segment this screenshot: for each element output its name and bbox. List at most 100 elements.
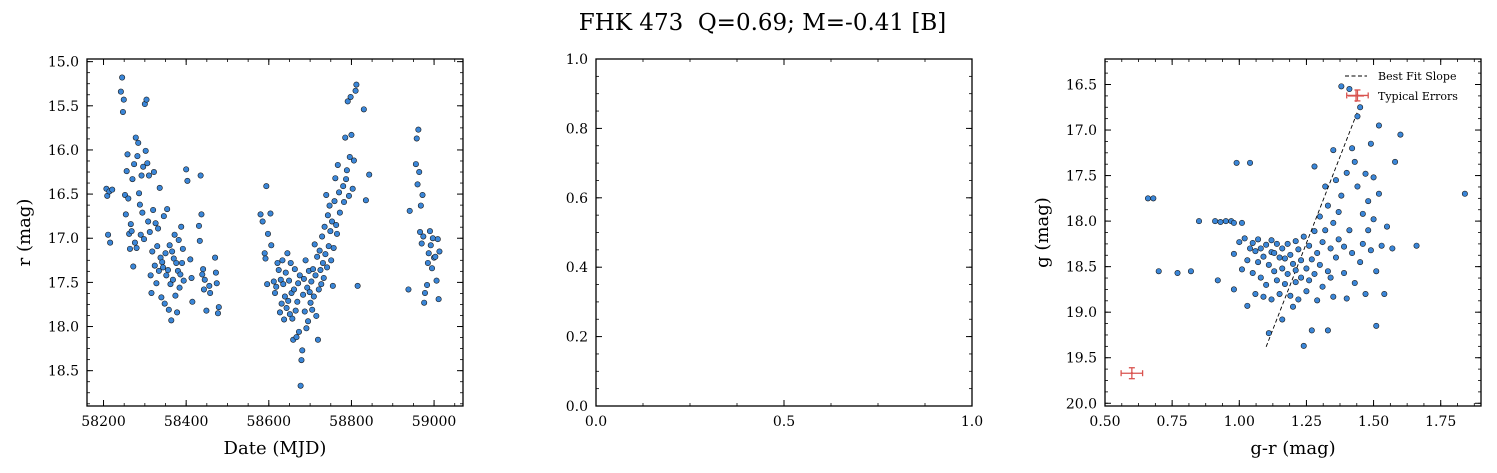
data-point <box>296 272 303 279</box>
data-point <box>1359 210 1366 217</box>
data-point <box>196 237 203 244</box>
data-point <box>303 325 310 332</box>
data-point <box>187 256 194 263</box>
x-tick-label: 58200 <box>81 414 126 430</box>
data-point <box>416 169 423 176</box>
data-point <box>284 250 291 257</box>
data-point <box>1230 286 1237 293</box>
data-point <box>331 198 338 205</box>
data-point <box>120 96 127 103</box>
data-point <box>143 96 150 103</box>
data-point <box>1284 240 1291 247</box>
data-point <box>145 218 152 225</box>
data-point <box>154 243 161 250</box>
data-point <box>145 172 152 179</box>
data-point <box>1357 259 1364 266</box>
data-point <box>436 248 443 255</box>
data-point <box>1249 239 1256 246</box>
data-point <box>332 175 339 182</box>
y-tick-label: 15.5 <box>48 99 79 115</box>
data-point <box>1362 170 1369 177</box>
data-point <box>429 265 436 272</box>
data-point <box>1284 270 1291 277</box>
data-point <box>1308 256 1315 263</box>
data-point <box>215 304 222 311</box>
data-point <box>189 298 196 305</box>
data-point <box>1268 296 1275 303</box>
data-point <box>200 266 207 273</box>
data-point <box>179 259 186 266</box>
data-point <box>320 274 327 281</box>
data-point <box>1281 280 1288 287</box>
data-point <box>316 247 323 254</box>
data-point <box>1373 322 1380 329</box>
data-point <box>155 225 162 232</box>
data-point <box>417 229 424 236</box>
data-point <box>412 161 419 168</box>
data-point <box>160 264 167 271</box>
data-point <box>1247 159 1254 166</box>
y-tick-label: 1.0 <box>566 52 588 68</box>
data-point <box>1281 255 1288 262</box>
data-point <box>310 266 317 273</box>
y-tick-label: 20.0 <box>1066 396 1097 412</box>
x-tick-label: 59000 <box>412 414 457 430</box>
data-point <box>164 267 171 274</box>
data-point <box>340 183 347 190</box>
data-point <box>317 267 324 274</box>
y-tick-label: 0.2 <box>566 330 588 346</box>
data-point <box>274 259 281 266</box>
data-point <box>354 282 361 289</box>
data-point <box>326 202 333 209</box>
data-point <box>429 235 436 242</box>
data-point <box>280 281 287 288</box>
data-point <box>147 272 154 279</box>
data-point <box>126 245 133 252</box>
x-axis-label: g-r (mag) <box>1250 438 1335 459</box>
data-point <box>214 310 221 317</box>
data-point <box>366 171 373 178</box>
data-point <box>1268 237 1275 244</box>
data-point <box>434 236 441 243</box>
data-point <box>342 134 349 141</box>
data-point <box>334 161 341 168</box>
data-point <box>169 276 176 283</box>
data-point <box>1230 219 1237 226</box>
data-point <box>1397 131 1404 138</box>
best-fit-line <box>1265 111 1358 347</box>
data-point <box>1381 290 1388 297</box>
data-point <box>203 307 210 314</box>
data-point <box>419 191 426 198</box>
data-point <box>292 307 299 314</box>
data-point <box>128 228 135 235</box>
data-point <box>184 177 191 184</box>
data-point <box>155 267 162 274</box>
data-point <box>161 300 168 307</box>
y-tick-label: 17.5 <box>48 275 79 291</box>
data-point <box>1324 268 1331 275</box>
x-tick-label: 0.5 <box>773 414 795 430</box>
data-point <box>105 231 112 238</box>
data-point <box>188 274 195 281</box>
data-point <box>1413 242 1420 249</box>
data-point <box>1389 245 1396 252</box>
data-point <box>1303 288 1310 295</box>
data-point <box>300 275 307 282</box>
data-point <box>122 211 129 218</box>
data-point <box>1279 245 1286 252</box>
data-point <box>1244 257 1251 264</box>
data-point <box>314 253 321 260</box>
data-point <box>1384 223 1391 230</box>
data-point <box>341 199 348 206</box>
data-point <box>1314 297 1321 304</box>
data-point <box>343 167 350 174</box>
data-point <box>127 221 134 228</box>
data-point <box>1330 293 1337 300</box>
data-point <box>352 87 359 94</box>
x-tick-label: 1.50 <box>1358 414 1389 430</box>
data-point <box>1298 274 1305 281</box>
y-axis-label: r (mag) <box>14 199 35 267</box>
data-point <box>307 299 314 306</box>
data-point <box>1247 245 1254 252</box>
